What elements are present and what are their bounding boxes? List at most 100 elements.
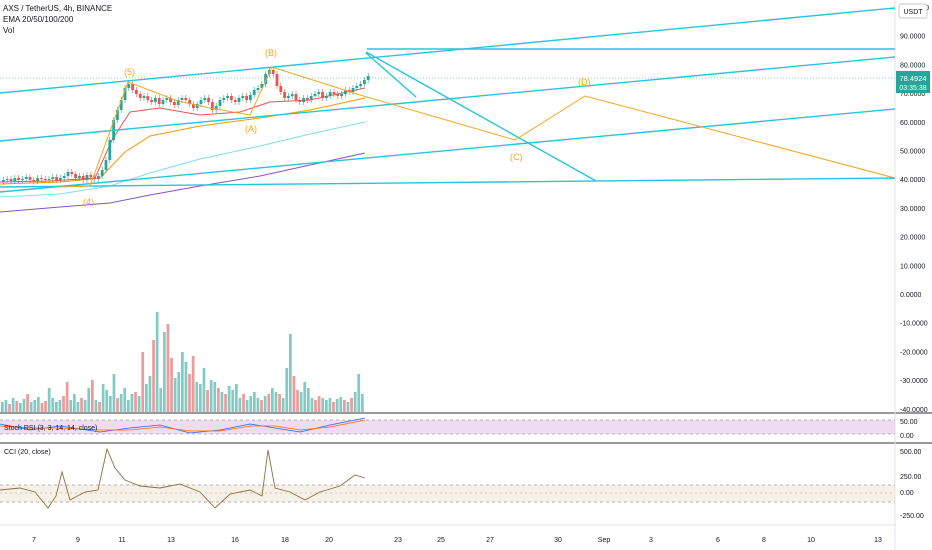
price-tick: 90.0000 [900,34,925,41]
stoch-title[interactable]: Stoch RSI (3, 3, 14, 14, close) [4,425,97,432]
candle-body [119,100,123,110]
cci-axis: 500.00 250.00 0.00 -250.00 [900,449,924,520]
price-axis[interactable]: 100.000090.000080.000070.000060.000050.0… [900,5,929,414]
volume-bar [361,394,364,412]
price-tick: 80.0000 [900,62,925,69]
time-tick: 27 [486,537,494,544]
volume-bar [8,404,11,412]
ema-100-line [0,121,366,198]
volume-bar [76,402,80,412]
cci-tick: 0.00 [900,490,914,497]
chart-legend: AXS / TetherUS, 4h, BINANCE EMA 20/50/10… [3,3,112,36]
candle-body [359,84,362,86]
candle-body [97,176,100,179]
volume-bar [217,388,220,412]
volume-bar [1,402,4,412]
candle-body [62,176,66,178]
candle-body [123,88,127,100]
volume-bar [224,394,227,412]
ema-indicator-line[interactable]: EMA 20/50/100/200 [3,15,74,24]
volume-bar [123,388,127,412]
candle-body [104,160,108,170]
candle-countdown: 03:35:38 [899,85,926,92]
candle-body [207,98,210,102]
candle-body [328,92,332,96]
time-tick: 16 [231,537,239,544]
volume-bar [112,374,116,412]
candle-body [230,96,233,100]
candle-body [188,100,191,104]
currency-badge[interactable] [898,3,928,19]
candle-body [199,100,203,104]
volume-bar [199,384,202,412]
elliott-wave-path[interactable] [89,66,896,187]
candle-body [249,95,252,100]
cci-tick: -250.00 [900,513,924,520]
volume-bar [292,376,296,412]
price-tick: 60.0000 [900,120,925,127]
candle-body [347,90,351,92]
candle-body [302,98,305,102]
volume-bar [299,392,303,412]
candle-body [89,175,93,177]
volume-bar [260,400,263,412]
candle-body [203,98,207,100]
candle-body [298,100,302,102]
volume-bar [19,403,22,412]
wave-label-a: (A) [245,124,257,134]
candle-body [241,96,245,98]
price-tick: 50.0000 [900,149,925,156]
ema-200-line [0,152,366,213]
candle-body [279,86,283,92]
volume-bar [289,334,292,412]
volume-bar [15,401,19,412]
candle-body [222,98,226,100]
time-axis[interactable]: 7 9 11 13 16 18 20 23 25 27 30 Sep 3 6 8 10 13 [32,537,882,544]
price-tick: 0.0000 [900,292,922,299]
volume-bar [58,400,62,412]
volume-bar [127,400,130,412]
stoch-band [0,420,895,434]
volume-indicator-line[interactable]: Vol [3,26,15,35]
candle-body [260,84,264,88]
time-tick: 18 [281,537,289,544]
volume-bar [353,392,357,412]
candle-body [321,92,324,98]
candle-body [252,90,256,95]
cci-title[interactable]: CCI (20, close) [4,449,51,456]
candle-body [313,94,317,96]
candle-body [21,179,24,180]
candle-body [195,104,199,108]
candle-body [245,96,248,100]
volume-bars [1,312,364,412]
volume-bar [325,400,328,412]
time-tick: 10 [807,537,815,544]
stoch-tick: 50.00 [900,419,918,426]
candle-body [271,70,275,74]
cci-band [0,485,895,502]
volume-bar [148,376,152,412]
volume-bar [278,394,281,412]
candle-body [78,176,81,178]
time-tick: 20 [325,537,333,544]
symbol-line[interactable]: AXS / TetherUS, 4h, BINANCE [3,4,113,13]
volume-bar [22,399,26,412]
candle-body [154,98,157,102]
price-tick: 10.0000 [900,263,925,270]
volume-bar [26,394,29,412]
candle-body [214,106,218,110]
candle-body [351,88,355,92]
trendlines[interactable] [0,7,896,193]
candle-body [226,96,229,98]
volume-bar [155,312,159,412]
volume-bar [33,400,37,412]
time-tick: 9 [76,537,80,544]
candle-body [108,140,112,160]
price-tick: 20.0000 [900,235,925,242]
candle-body [306,98,309,100]
volume-bar [130,394,134,412]
volume-bar [242,394,245,412]
candle-body [157,98,161,104]
candle-body [363,80,366,84]
